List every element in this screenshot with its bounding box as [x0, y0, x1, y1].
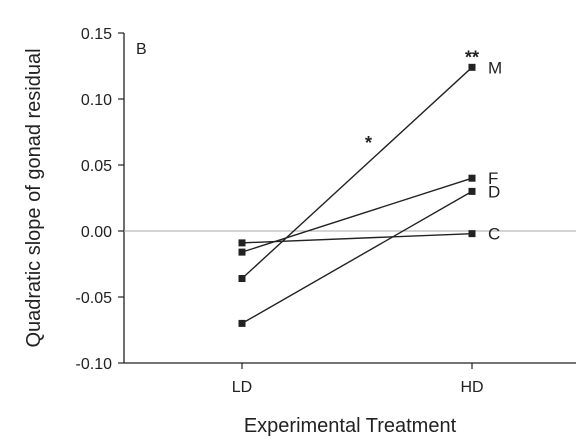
significance-marker-double: **	[465, 47, 479, 67]
series-line-f	[241, 177, 473, 253]
data-point-c-hd	[468, 230, 476, 238]
x-tick-label: HD	[460, 379, 483, 396]
y-axis-title: Quadratic slope of gonad residual	[23, 48, 45, 347]
series-group: M FD C	[238, 58, 502, 327]
y-ticks: -0.10 -0.05 0.00 0.05 0.10 0.15	[76, 26, 124, 373]
x-tick-label: LD	[232, 379, 252, 396]
data-point-d-hd	[468, 187, 476, 195]
plot-area	[123, 33, 576, 364]
series-label-c: C	[488, 225, 500, 244]
y-tick-label: 0.10	[81, 92, 112, 109]
y-tick-label: -0.10	[76, 356, 113, 373]
data-point-f-hd	[468, 174, 476, 182]
y-tick-label: 0.05	[81, 158, 112, 175]
series-label-f: F	[488, 169, 498, 188]
data-point-c-ld	[238, 239, 246, 247]
data-point-m-ld	[238, 275, 246, 283]
data-point-m-hd	[468, 63, 476, 71]
data-point-f-ld	[238, 248, 246, 256]
x-ticks: LD HD	[232, 363, 484, 396]
data-point-d-ld	[238, 319, 246, 327]
annotations: ***	[365, 47, 479, 153]
series-line-m	[241, 66, 473, 280]
series-line-d	[241, 190, 473, 325]
significance-marker-single: *	[365, 133, 372, 153]
y-tick-label: -0.05	[76, 290, 113, 307]
series-label-m: M	[488, 58, 502, 77]
series-line-c	[241, 232, 473, 244]
y-tick-label: 0.15	[81, 26, 112, 43]
series-label-d: D	[488, 182, 500, 201]
y-tick-label: 0.00	[81, 224, 112, 241]
panel-label: B	[136, 41, 147, 58]
x-axis-title: Experimental Treatment	[244, 415, 457, 437]
